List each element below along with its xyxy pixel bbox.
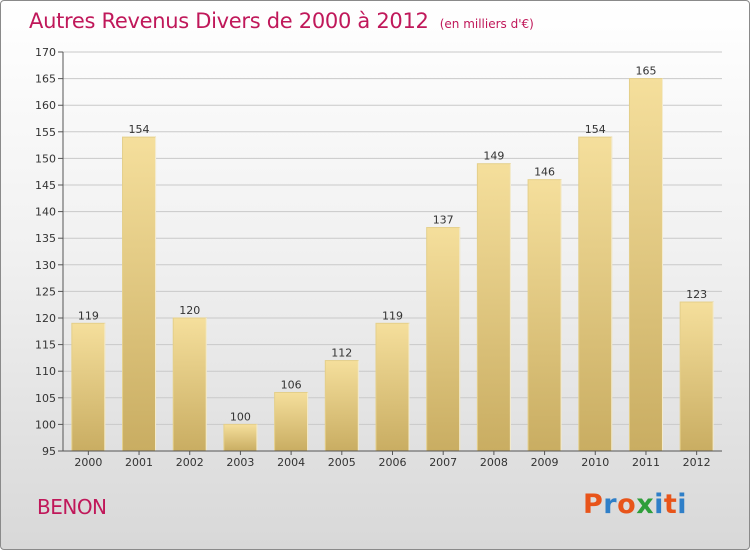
bar-value-label: 120 — [179, 304, 200, 317]
x-tick-label: 2004 — [277, 456, 305, 469]
bar-layer — [71, 78, 714, 452]
bar-value-label: 149 — [483, 150, 504, 163]
y-tick-label: 140 — [35, 206, 56, 219]
bar-value-label: 165 — [635, 65, 656, 78]
bar-value-label: 146 — [534, 166, 555, 179]
y-tick-label: 105 — [35, 392, 56, 405]
x-tick-label: 2008 — [480, 456, 508, 469]
x-tick-label: 2009 — [531, 456, 559, 469]
x-tick-label: 2005 — [328, 456, 356, 469]
logo-letter: i — [677, 489, 688, 520]
bar — [71, 322, 106, 452]
x-tick-label: 2012 — [683, 456, 711, 469]
bar — [628, 78, 663, 452]
y-tick-label: 120 — [35, 312, 56, 325]
x-tick-label: 2001 — [125, 456, 153, 469]
logo-letter: i — [654, 489, 664, 520]
y-tick-label: 165 — [35, 73, 56, 86]
y-tick-label: 160 — [35, 99, 56, 112]
bar-value-label: 119 — [78, 309, 99, 322]
bar — [122, 136, 157, 452]
bar — [426, 227, 461, 452]
bar — [679, 301, 714, 452]
y-tick-label: 145 — [35, 179, 56, 192]
bar — [223, 423, 258, 452]
bar-value-label: 119 — [382, 309, 403, 322]
y-tick-label: 95 — [42, 445, 56, 458]
bar-value-label: 154 — [129, 123, 150, 136]
y-tick-label: 135 — [35, 232, 56, 245]
logo-letter: o — [617, 489, 637, 520]
x-tick-label: 2007 — [429, 456, 457, 469]
chart-unit: (en milliers d'€) — [439, 17, 534, 31]
x-tick-label: 2002 — [176, 456, 204, 469]
label-layer: 119 2000 154 2001 120 2002 100 2003 106 2004 112 20… — [74, 65, 710, 469]
bar — [527, 179, 562, 452]
y-tick-label: 170 — [35, 46, 56, 59]
x-tick-label: 2003 — [226, 456, 254, 469]
logo-letter: t — [663, 489, 678, 520]
bar — [274, 391, 309, 452]
bar — [375, 322, 410, 452]
proxiti-logo: Proxiti — [583, 489, 687, 520]
logo-letter: P — [583, 489, 604, 520]
y-tick-label: 130 — [35, 259, 56, 272]
title-row: Autres Revenus Divers de 2000 à 2012 (en… — [29, 9, 534, 33]
x-tick-label: 2000 — [74, 456, 102, 469]
bar — [324, 360, 359, 452]
bar-value-label: 100 — [230, 410, 251, 423]
x-tick-label: 2011 — [632, 456, 660, 469]
y-tick-label: 125 — [35, 285, 56, 298]
x-tick-label: 2006 — [379, 456, 407, 469]
y-tick-label: 110 — [35, 365, 56, 378]
y-tick-label: 115 — [35, 339, 56, 352]
chart-title: Autres Revenus Divers de 2000 à 2012 — [29, 9, 429, 33]
axis-layer: 95 100 105 110 115 120 125 130 135 140 145 150 155 16… — [35, 46, 722, 458]
y-tick-label: 100 — [35, 418, 56, 431]
logo-letter: r — [603, 489, 618, 520]
logo-letter: x — [636, 489, 655, 520]
bar — [578, 136, 613, 452]
bar-value-label: 123 — [686, 288, 707, 301]
commune-name: BENON — [37, 495, 107, 519]
bar-value-label: 106 — [281, 378, 302, 391]
bar-value-label: 154 — [585, 123, 606, 136]
x-tick-label: 2010 — [581, 456, 609, 469]
y-tick-label: 150 — [35, 152, 56, 165]
bar-value-label: 112 — [331, 347, 352, 360]
bar-value-label: 137 — [433, 214, 454, 227]
y-tick-label: 155 — [35, 126, 56, 139]
bar — [476, 163, 511, 452]
bar — [172, 317, 207, 452]
